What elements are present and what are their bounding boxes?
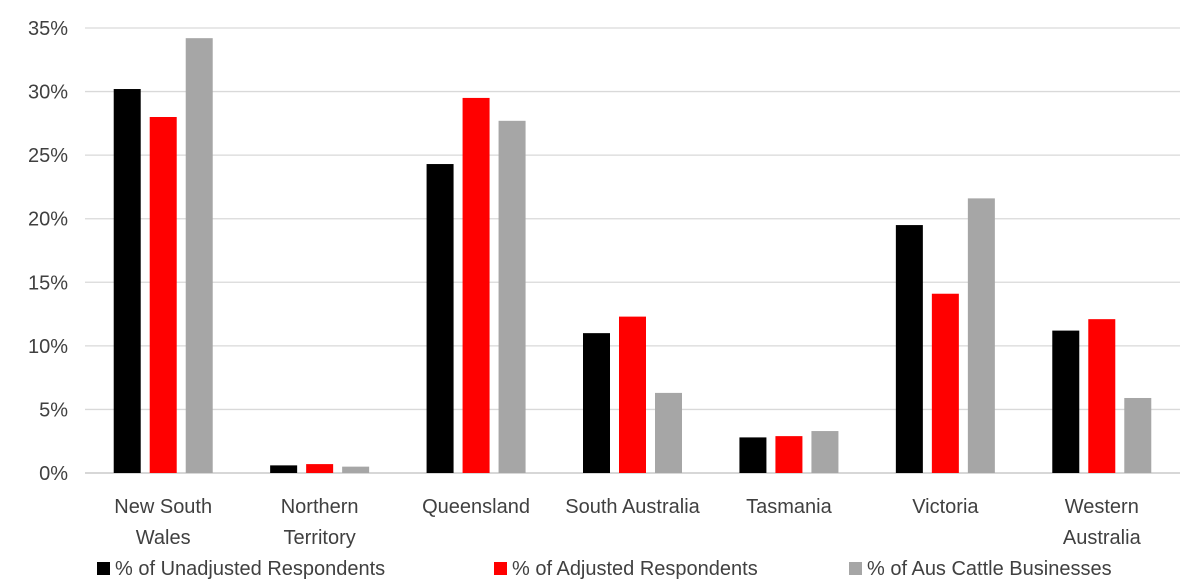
- bar: [967, 198, 995, 473]
- y-tick-label: 25%: [28, 145, 68, 167]
- bar: [1052, 330, 1080, 473]
- bar: [149, 117, 177, 473]
- bar: [306, 464, 334, 473]
- bar: [113, 89, 141, 474]
- bar: [619, 316, 646, 473]
- legend: % of Unadjusted Respondents % of Adjusted…: [97, 558, 1112, 580]
- y-tick-label: 15%: [28, 272, 68, 294]
- y-axis-tick-labels: 0% 5% 10% 15% 20% 25% 30% 35%: [28, 18, 68, 485]
- x-category-label: Queensland: [422, 496, 530, 518]
- x-category-label: Victoria: [912, 496, 979, 518]
- y-tick-label: 10%: [28, 336, 68, 358]
- bar: [270, 465, 298, 473]
- bar: [185, 38, 213, 474]
- y-tick-label: 35%: [28, 18, 68, 40]
- x-category-label: Northern Territory: [281, 496, 359, 549]
- bar: [426, 164, 454, 474]
- bar: [811, 431, 839, 473]
- bars: [113, 38, 1152, 474]
- legend-label: % of Aus Cattle Businesses: [867, 558, 1112, 580]
- x-axis-category-labels: New South Wales Northern Territory Queenslan…: [114, 496, 1141, 549]
- bar: [462, 97, 490, 473]
- bar: [931, 293, 959, 473]
- y-tick-label: 0%: [39, 463, 68, 485]
- x-category-label: New South Wales: [114, 496, 212, 549]
- bar: [498, 120, 526, 474]
- x-category-label: Tasmania: [746, 496, 832, 518]
- bar: [655, 392, 682, 473]
- bar: [1124, 397, 1152, 473]
- bar: [1088, 319, 1116, 473]
- y-tick-label: 30%: [28, 82, 68, 104]
- x-category-label: South Australia: [565, 496, 700, 518]
- bar: [895, 225, 923, 473]
- x-category-label: Western Australia: [1063, 496, 1142, 549]
- legend-label: % of Unadjusted Respondents: [115, 558, 385, 580]
- legend-swatch: [494, 562, 507, 575]
- y-tick-label: 5%: [39, 399, 68, 421]
- legend-swatch: [849, 562, 862, 575]
- bar: [739, 437, 767, 473]
- legend-swatch: [97, 562, 110, 575]
- bar: [583, 333, 610, 473]
- bar: [775, 436, 803, 473]
- bar: [342, 466, 370, 473]
- legend-label: % of Adjusted Respondents: [512, 558, 758, 580]
- y-tick-label: 20%: [28, 209, 68, 231]
